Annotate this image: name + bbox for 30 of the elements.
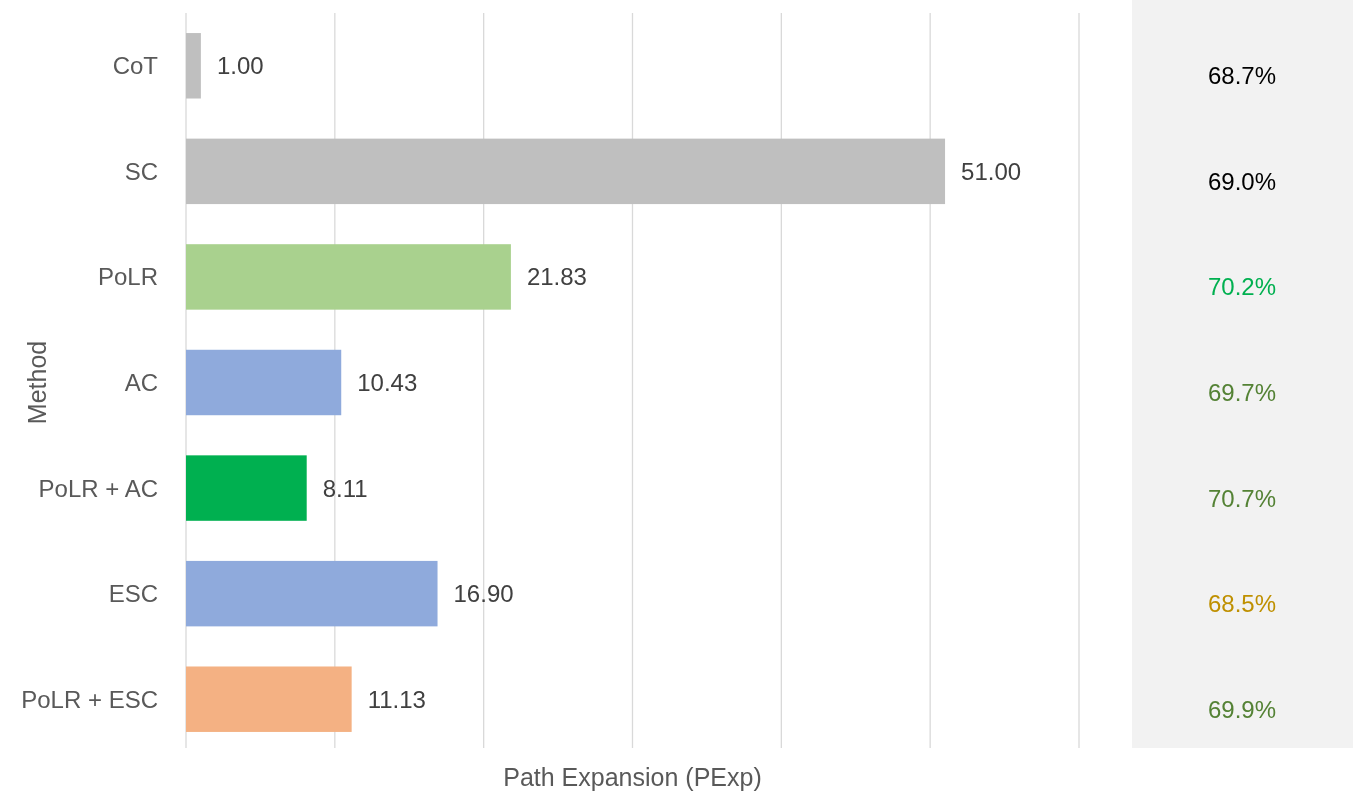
- data-label: 10.43: [357, 369, 418, 396]
- data-label: 69.0%: [1207, 167, 1277, 195]
- data-label: 69.9%: [1207, 695, 1277, 723]
- y-tick-label: PoLR: [97, 263, 158, 291]
- data-label: 68.5%: [1207, 590, 1277, 618]
- data-label: 68.7%: [1207, 62, 1277, 90]
- data-label: 8.11: [322, 474, 368, 502]
- x-axis-title: Path Expansion (PExp): [503, 763, 762, 791]
- data-label: 1.00: [216, 52, 264, 80]
- y-tick-label: PoLR + ESC: [21, 685, 158, 713]
- data-label: 70.2%: [1207, 273, 1277, 301]
- data-label: 70.7%: [1207, 484, 1277, 512]
- bar: [186, 33, 201, 99]
- bar: [186, 455, 307, 521]
- y-tick-label: AC: [124, 369, 158, 396]
- y-tick-label: ESC: [108, 580, 158, 608]
- y-tick-label: CoT: [112, 52, 159, 80]
- bar: [186, 138, 946, 205]
- y-tick-label: PoLR + AC: [38, 474, 158, 502]
- data-label: 11.13: [367, 685, 426, 713]
- bar: [186, 349, 342, 416]
- data-label: 21.83: [526, 263, 587, 291]
- y-axis-title: Method: [23, 340, 51, 425]
- y-tick-label: SC: [124, 157, 158, 185]
- bar: [186, 666, 352, 732]
- data-label: 51.00: [961, 157, 1022, 185]
- data-label: 69.7%: [1207, 379, 1277, 406]
- data-label: 16.90: [453, 580, 514, 608]
- bar: [186, 560, 438, 627]
- bar: [186, 244, 511, 310]
